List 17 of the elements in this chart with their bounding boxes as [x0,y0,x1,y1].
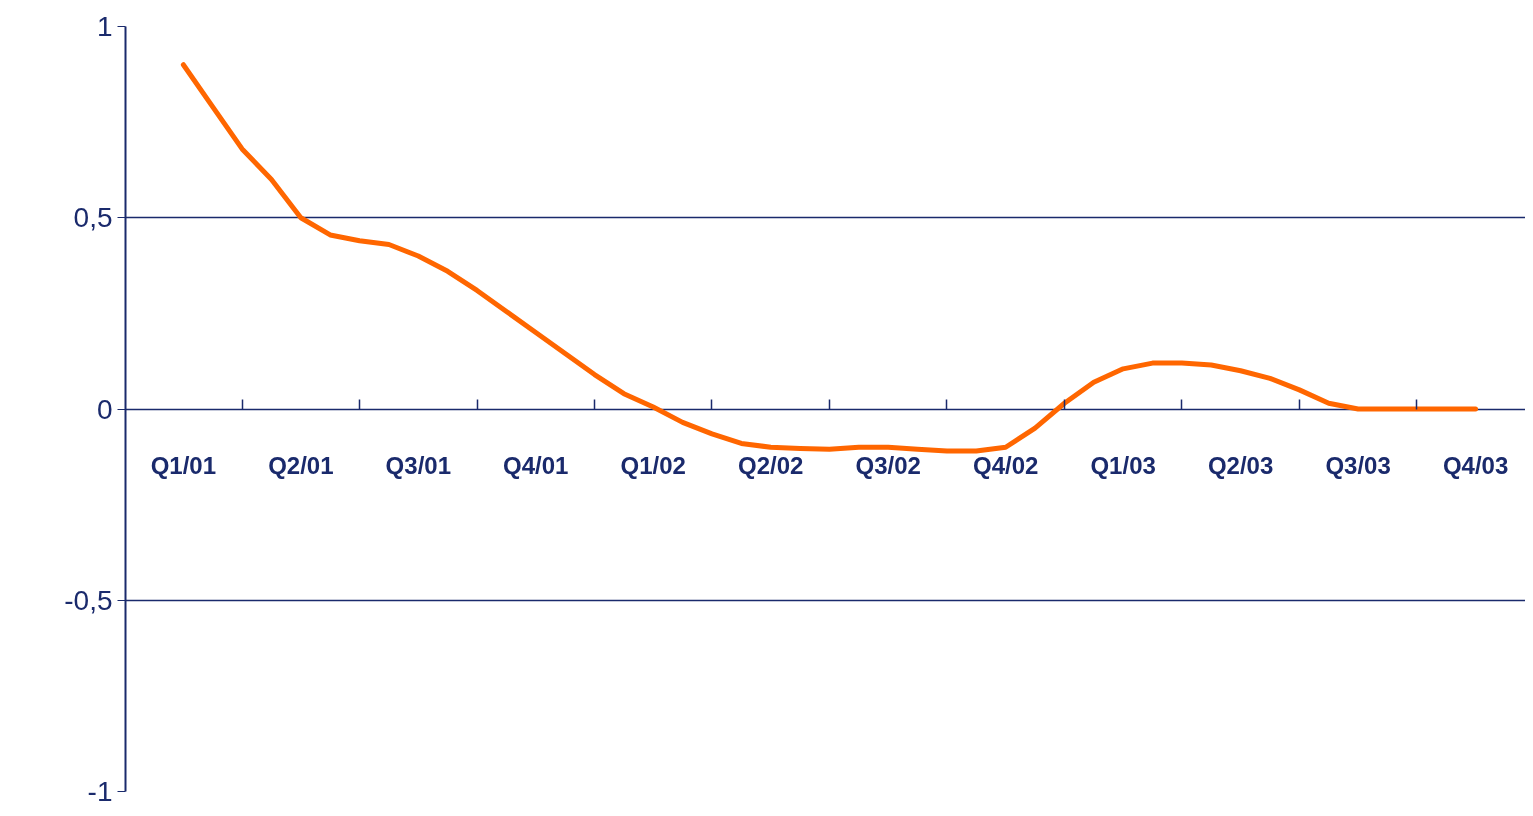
x-tick-label: Q4/01 [503,452,569,479]
x-tick-label: Q3/02 [855,452,921,479]
x-tick-label: Q3/03 [1325,452,1391,479]
y-tick-label: 0,5 [73,202,113,234]
x-tick-label: Q1/01 [150,452,217,479]
y-tick-label: -0,5 [64,584,113,616]
y-tick-label: 0 [96,393,113,425]
x-tick-label: Q3/01 [385,452,452,479]
x-tick-label: Q4/02 [972,452,1039,479]
y-tick-label: 1 [96,11,113,42]
x-tick-label: Q1/03 [1090,452,1156,479]
x-tick-label: Q2/01 [268,452,334,479]
x-tick-label: Q2/03 [1207,452,1274,479]
x-tick-label: Q1/02 [620,452,686,479]
x-tick-label: Q4/03 [1442,452,1509,479]
y-tick-label: -1 [87,776,113,807]
x-tick-label: Q2/02 [738,452,804,479]
